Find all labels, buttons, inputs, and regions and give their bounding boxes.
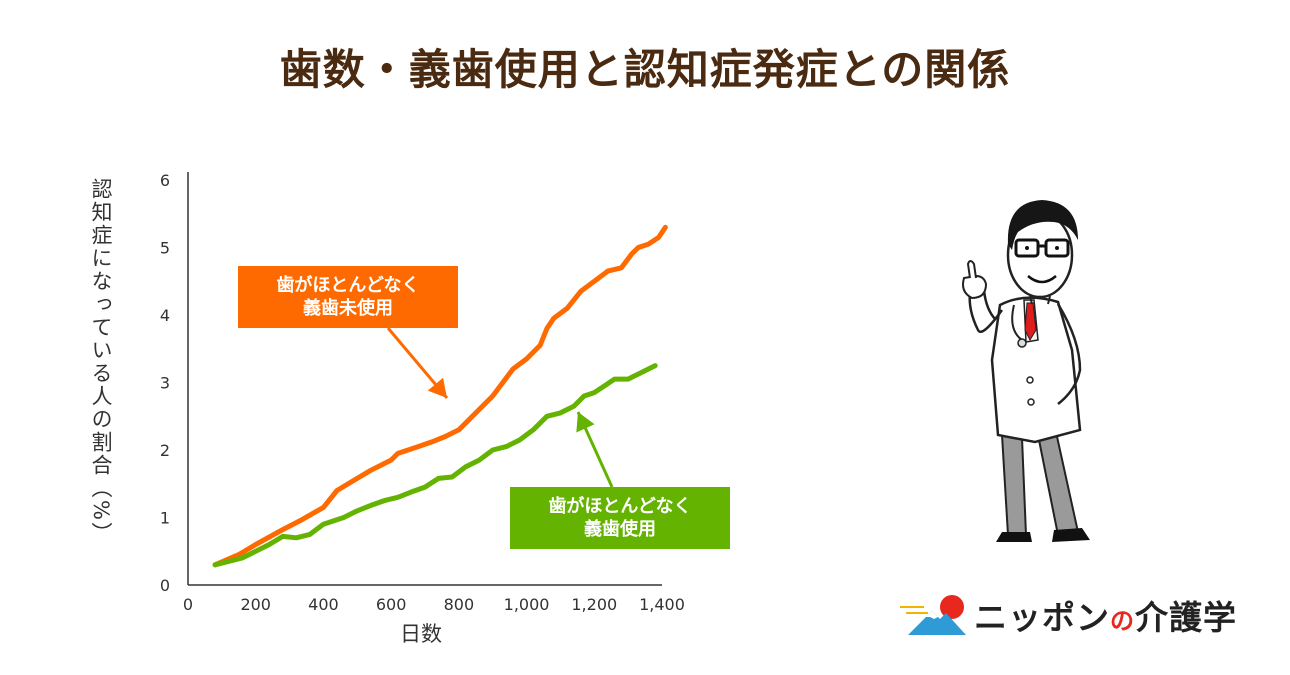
y-tick-label: 0 — [160, 576, 170, 595]
y-tick-label: 1 — [160, 509, 170, 528]
y-tick-label: 5 — [160, 239, 170, 258]
callout-no-denture: 歯がほとんどなく 義歯未使用 — [238, 266, 458, 328]
x-tick-label: 200 — [240, 595, 271, 614]
series-lines — [212, 224, 668, 568]
y-tick-label: 4 — [160, 306, 170, 325]
logo-text: ニッポンの介護学 — [974, 598, 1237, 637]
x-tick-label: 1,400 — [639, 595, 685, 614]
callout-denture: 歯がほとんどなく 義歯使用 — [510, 487, 730, 549]
callout-arrows — [386, 327, 614, 488]
series-line-2 — [212, 363, 658, 568]
callout-no-denture-line1: 歯がほとんどなく — [276, 275, 420, 296]
x-tick-label: 400 — [308, 595, 339, 614]
callout-no-denture-line2: 義歯未使用 — [303, 298, 393, 319]
x-tick-label: 800 — [444, 595, 475, 614]
series-line-1 — [212, 224, 668, 568]
y-ticks: 0 1 2 3 4 5 6 — [160, 171, 170, 595]
callout-denture-line2: 義歯使用 — [584, 519, 656, 540]
x-ticks: 0 200 400 600 800 1,000 1,200 1,400 — [183, 595, 685, 614]
callout-denture-line1: 歯がほとんどなく — [548, 496, 692, 517]
y-tick-label: 3 — [160, 374, 170, 393]
y-axis-label: 認知症になっている人の割合（%） — [89, 178, 113, 545]
y-tick-label: 2 — [160, 441, 170, 460]
x-tick-label: 600 — [376, 595, 407, 614]
mount-fuji-sun-icon — [900, 595, 966, 635]
doctor-illustration — [962, 200, 1090, 542]
axes — [187, 172, 662, 586]
arrow-denture-head — [576, 412, 595, 433]
x-tick-label: 1,000 — [504, 595, 550, 614]
y-tick-label: 6 — [160, 171, 170, 190]
x-tick-label: 1,200 — [571, 595, 617, 614]
site-logo[interactable]: ニッポンの介護学 — [898, 590, 1258, 640]
arrow-no-denture-head — [427, 377, 447, 398]
x-tick-label: 0 — [183, 595, 193, 614]
x-axis-label: 日数 — [400, 622, 442, 646]
chart-title: 歯数・義歯使用と認知症発症との関係 — [279, 45, 1011, 94]
